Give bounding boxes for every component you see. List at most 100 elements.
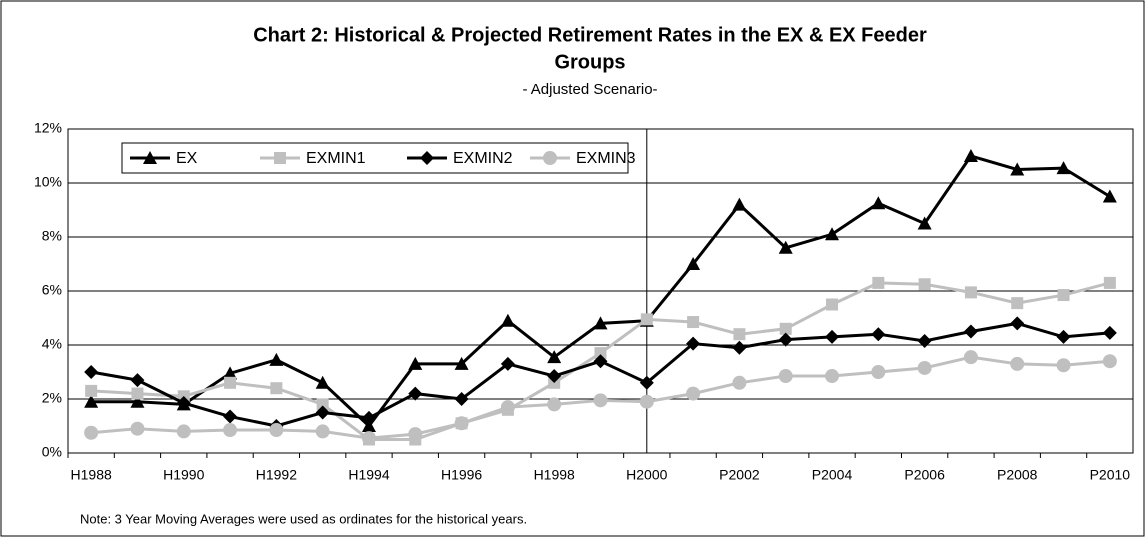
- marker: [454, 356, 469, 370]
- y-tick-label: 10%: [34, 174, 62, 190]
- y-tick-label: 12%: [34, 120, 62, 136]
- legend-label: EXMIN2: [453, 150, 513, 167]
- marker: [315, 405, 330, 420]
- marker: [1056, 161, 1071, 175]
- marker: [732, 197, 747, 211]
- marker: [733, 328, 746, 341]
- marker: [269, 423, 284, 438]
- marker: [315, 424, 330, 439]
- marker: [84, 365, 99, 379]
- x-tick-label: H1988: [71, 467, 112, 483]
- legend-label: EX: [176, 150, 198, 167]
- marker: [1103, 276, 1116, 289]
- marker: [223, 409, 238, 424]
- marker: [686, 386, 701, 401]
- x-tick-label: P2008: [997, 467, 1038, 483]
- marker: [1102, 325, 1117, 340]
- marker: [917, 216, 932, 230]
- y-tick-label: 0%: [42, 444, 62, 460]
- marker: [224, 376, 237, 389]
- marker: [825, 369, 840, 384]
- x-tick-label: H2000: [626, 467, 667, 483]
- marker: [593, 354, 608, 369]
- marker: [454, 392, 469, 406]
- marker: [547, 350, 562, 364]
- chart-note: Note: 3 Year Moving Averages were used a…: [80, 511, 527, 526]
- marker: [918, 278, 931, 291]
- x-tick-label: P2010: [1090, 467, 1131, 483]
- marker: [594, 347, 607, 360]
- marker: [964, 286, 977, 299]
- marker: [826, 298, 839, 311]
- legend-label: EXMIN1: [306, 150, 366, 167]
- marker: [316, 398, 329, 411]
- marker: [1011, 297, 1024, 310]
- marker: [131, 387, 144, 400]
- marker: [361, 431, 376, 446]
- x-tick-label: P2004: [812, 467, 853, 483]
- marker: [85, 384, 98, 397]
- marker: [963, 324, 978, 339]
- marker: [871, 365, 886, 379]
- marker: [543, 151, 557, 165]
- marker: [639, 394, 654, 409]
- x-tick-label: H1994: [348, 467, 389, 483]
- marker: [84, 394, 99, 408]
- x-tick-label: P2002: [719, 467, 760, 483]
- marker: [640, 313, 653, 326]
- marker: [420, 151, 434, 165]
- marker: [223, 366, 238, 380]
- marker: [639, 375, 654, 390]
- x-tick-label: P2006: [904, 467, 945, 483]
- marker: [315, 375, 330, 389]
- marker: [408, 386, 423, 401]
- marker: [269, 352, 284, 366]
- marker: [732, 340, 747, 355]
- marker: [130, 421, 145, 436]
- marker: [223, 423, 238, 438]
- x-tick-label: H1996: [441, 467, 482, 483]
- legend-label: EXMIN3: [576, 150, 636, 167]
- marker: [1010, 356, 1025, 371]
- marker: [872, 276, 885, 289]
- marker: [500, 356, 515, 371]
- marker: [917, 360, 932, 375]
- marker: [84, 425, 99, 440]
- marker: [686, 257, 701, 270]
- y-tick-label: 6%: [42, 282, 62, 298]
- marker: [686, 336, 701, 351]
- chart-subtitle: - Adjusted Scenario-: [522, 81, 657, 98]
- marker: [779, 322, 792, 335]
- marker: [176, 396, 191, 411]
- marker: [408, 356, 423, 370]
- marker: [825, 329, 840, 344]
- marker: [270, 382, 283, 395]
- marker: [1102, 189, 1117, 203]
- marker: [547, 369, 562, 384]
- marker: [454, 416, 469, 431]
- marker: [274, 152, 286, 164]
- marker: [176, 424, 191, 439]
- marker: [361, 419, 376, 432]
- marker: [1056, 358, 1071, 373]
- marker: [361, 410, 376, 425]
- marker: [143, 151, 157, 164]
- y-tick-label: 8%: [42, 228, 62, 244]
- marker: [778, 240, 793, 254]
- marker: [871, 196, 886, 210]
- marker: [1102, 354, 1117, 369]
- x-tick-label: H1990: [163, 467, 204, 483]
- marker: [871, 327, 886, 342]
- marker: [593, 393, 608, 408]
- marker: [593, 316, 608, 330]
- marker: [1056, 329, 1071, 344]
- y-tick-label: 2%: [42, 390, 62, 406]
- marker: [963, 149, 978, 162]
- marker: [963, 350, 978, 365]
- marker: [778, 369, 793, 384]
- marker: [408, 427, 423, 442]
- x-tick-label: H1998: [534, 467, 575, 483]
- marker: [130, 373, 145, 388]
- marker: [1057, 289, 1070, 302]
